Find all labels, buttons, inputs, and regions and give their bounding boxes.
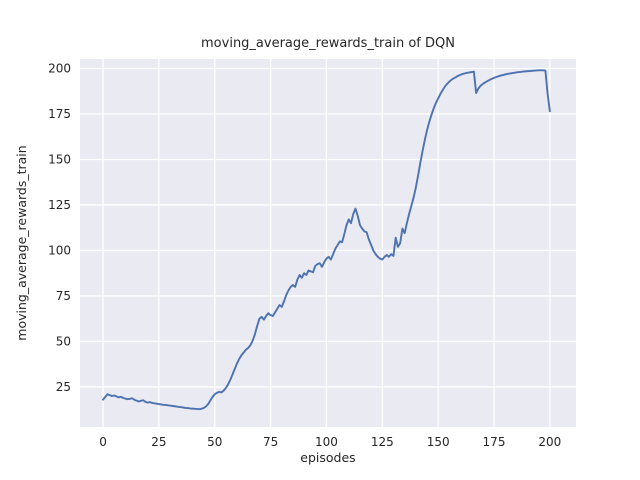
x-tick-label: 125 [371,435,394,449]
y-tick-label: 150 [48,153,71,167]
y-tick-label: 200 [48,62,71,76]
y-tick-label: 175 [48,107,71,121]
x-tick-label: 25 [151,435,166,449]
x-axis-label: episodes [300,450,355,465]
y-tick-label: 50 [56,335,71,349]
gridlines [80,59,576,427]
y-tick-label: 25 [56,380,71,394]
y-tick-label: 75 [56,289,71,303]
x-tick-label: 200 [538,435,561,449]
x-tick-label: 0 [99,435,107,449]
plot-area [80,59,576,427]
y-tick-labels: 25 50 75 100 125 150 175 200 [48,62,71,394]
data-series-group [102,69,551,411]
x-tick-label: 50 [207,435,222,449]
x-tick-label: 175 [483,435,506,449]
line-series [102,69,551,411]
x-tick-label: 100 [315,435,338,449]
x-tick-labels: 0 25 50 75 100 125 150 175 200 [99,435,561,449]
y-tick-label: 125 [48,198,71,212]
chart-title: moving_average_rewards_train of DQN [201,36,455,51]
y-axis-label: moving_average_rewards_train [14,145,29,340]
y-tick-label: 100 [48,244,71,258]
x-tick-label: 75 [263,435,278,449]
x-tick-label: 150 [427,435,450,449]
